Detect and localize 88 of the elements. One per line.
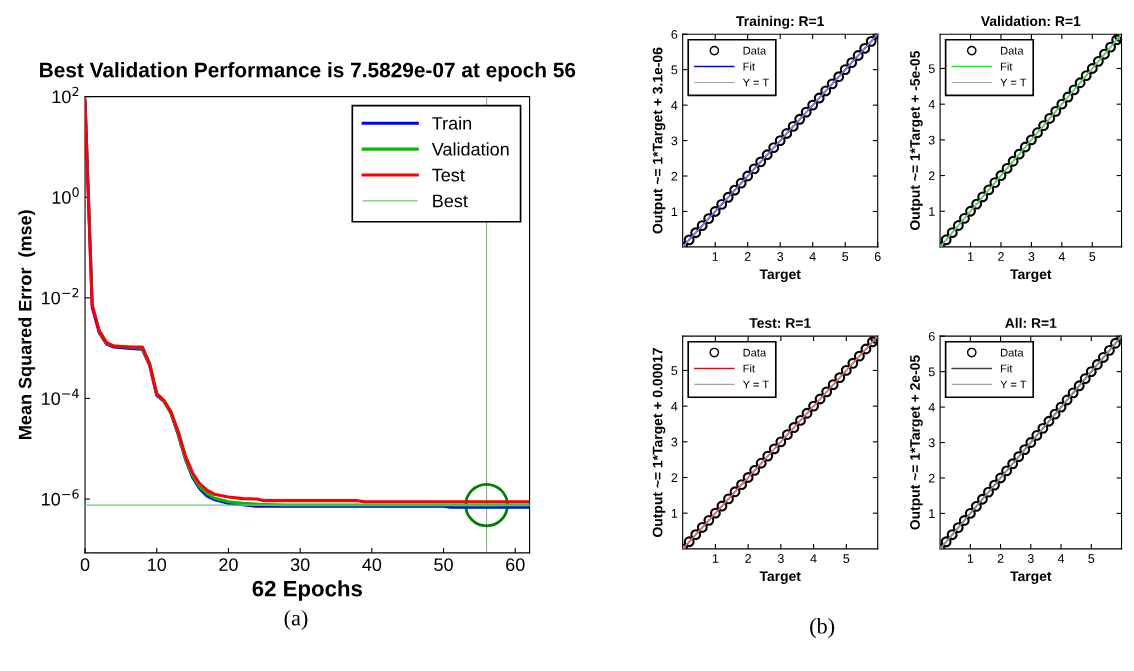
y-tick-label: 4 — [671, 101, 678, 110]
x-tick-label: 6 — [874, 252, 881, 261]
x-tick-label: 3 — [1028, 252, 1035, 261]
chart-title: Best Validation Performance is 7.5829e-07 at epoch 56 — [40, 62, 576, 82]
legend-label: Validation — [431, 142, 509, 156]
y-tick-label: 1 — [929, 207, 935, 216]
x-axis-title: Target — [1010, 571, 1052, 584]
x-axis-title: 62 Epochs — [252, 580, 362, 601]
y-tick-label: 6 — [671, 30, 678, 39]
x-tick-label: 1 — [968, 252, 974, 261]
y-axis-title: Mean Squared Error (mse) — [18, 210, 36, 439]
x-axis-title: Target — [759, 571, 801, 584]
y-tick-label: 2 — [671, 473, 678, 483]
chart-title: Validation: R=1 — [980, 15, 1081, 27]
x-tick-label: 1 — [712, 252, 719, 261]
x-tick-label: 3 — [1027, 554, 1034, 563]
y-tick-label: 4 — [671, 402, 678, 411]
x-tick-label: 3 — [777, 554, 784, 563]
y-tick-label: 5 — [928, 367, 935, 377]
legend-label: Fit — [743, 62, 755, 71]
x-tick-label: 5 — [843, 554, 850, 563]
legend-label: Y = T — [742, 380, 769, 389]
x-tick-label: 20 — [219, 558, 238, 572]
legend-label: Fit — [1001, 62, 1013, 71]
y-tick-label: 3 — [928, 135, 935, 145]
x-tick-label: 5 — [842, 252, 849, 261]
x-tick-label: 40 — [362, 558, 382, 572]
y-tick-label: 5 — [671, 65, 678, 75]
x-tick-label: 2 — [744, 252, 751, 261]
y-tick-label: 1 — [929, 509, 935, 518]
y-tick-label: 10$^{−4}$ — [42, 388, 79, 406]
x-tick-label: 1 — [967, 554, 974, 563]
legend-label: Data — [1001, 348, 1024, 357]
text: (a) — [284, 609, 308, 631]
legend-label: Y = T — [742, 78, 769, 87]
y-tick-label: 1 — [671, 207, 678, 217]
y-axis-title: Output ~= 1*Target + 2e-05 — [910, 355, 923, 530]
x-tick-label: 3 — [777, 252, 784, 261]
y-tick-label: 10$^{−2}$ — [42, 287, 79, 305]
legend-label: Y = T — [1000, 380, 1027, 389]
chart-title: All: R=1 — [1005, 317, 1057, 328]
y-tick-label: 5 — [671, 366, 678, 376]
y-tick-label: 6 — [928, 331, 935, 341]
legend-label: Test — [432, 168, 465, 182]
x-tick-label: 1 — [712, 554, 719, 563]
legend-label: Train — [432, 116, 472, 130]
chart-title: Test: R=1 — [749, 318, 811, 328]
y-tick-label: 10$^{−6}$ — [42, 489, 79, 506]
y-tick-label: 3 — [671, 136, 678, 146]
y-tick-label: 4 — [928, 403, 935, 412]
y-tick-label: 1 — [671, 509, 678, 518]
x-axis-title: Target — [1010, 269, 1052, 282]
x-tick-label: 2 — [998, 252, 1004, 261]
legend-label: Fit — [743, 364, 755, 373]
x-tick-label: 50 — [434, 558, 453, 572]
x-tick-label: 4 — [809, 252, 816, 261]
text: (b) — [810, 617, 835, 639]
x-tick-label: 10 — [148, 558, 167, 572]
y-tick-label: 4 — [928, 100, 935, 109]
x-tick-label: 4 — [1058, 252, 1065, 261]
legend-label: Data — [743, 46, 767, 55]
x-tick-label: 4 — [810, 554, 817, 563]
y-axis-title: Output ~= 1*Target + 3.1e-06 — [652, 47, 666, 234]
y-tick-label: 5 — [928, 64, 935, 74]
x-tick-label: 60 — [506, 558, 525, 572]
legend-label: Best — [433, 194, 468, 208]
y-tick-label: 3 — [671, 437, 678, 447]
y-axis-title: Output ~= 1*Target + -5e-05 — [910, 50, 923, 230]
y-tick-label: 10$^{2}$ — [52, 86, 79, 104]
legend-label: Fit — [1001, 364, 1013, 373]
x-tick-label: 30 — [290, 558, 310, 572]
x-tick-label: 0 — [80, 558, 90, 572]
y-tick-label: 2 — [671, 171, 678, 181]
y-tick-label: 2 — [928, 171, 935, 181]
x-tick-label: 5 — [1088, 554, 1095, 563]
y-tick-label: 2 — [928, 473, 935, 483]
x-axis-title: Target — [759, 269, 801, 282]
x-tick-label: 2 — [997, 554, 1004, 563]
y-tick-label: 3 — [928, 438, 935, 448]
legend-label: Y = T — [1000, 78, 1027, 87]
x-tick-label: 5 — [1089, 252, 1096, 261]
x-tick-label: 4 — [1057, 554, 1065, 563]
y-axis-title: Output ~= 1*Target + 0.00017 — [652, 348, 666, 537]
legend-label: Data — [1001, 46, 1024, 55]
chart-title: Training: R=1 — [736, 15, 824, 29]
y-tick-label: 10$^{0}$ — [52, 187, 79, 204]
x-tick-label: 2 — [745, 554, 751, 563]
legend-label: Data — [743, 348, 767, 357]
